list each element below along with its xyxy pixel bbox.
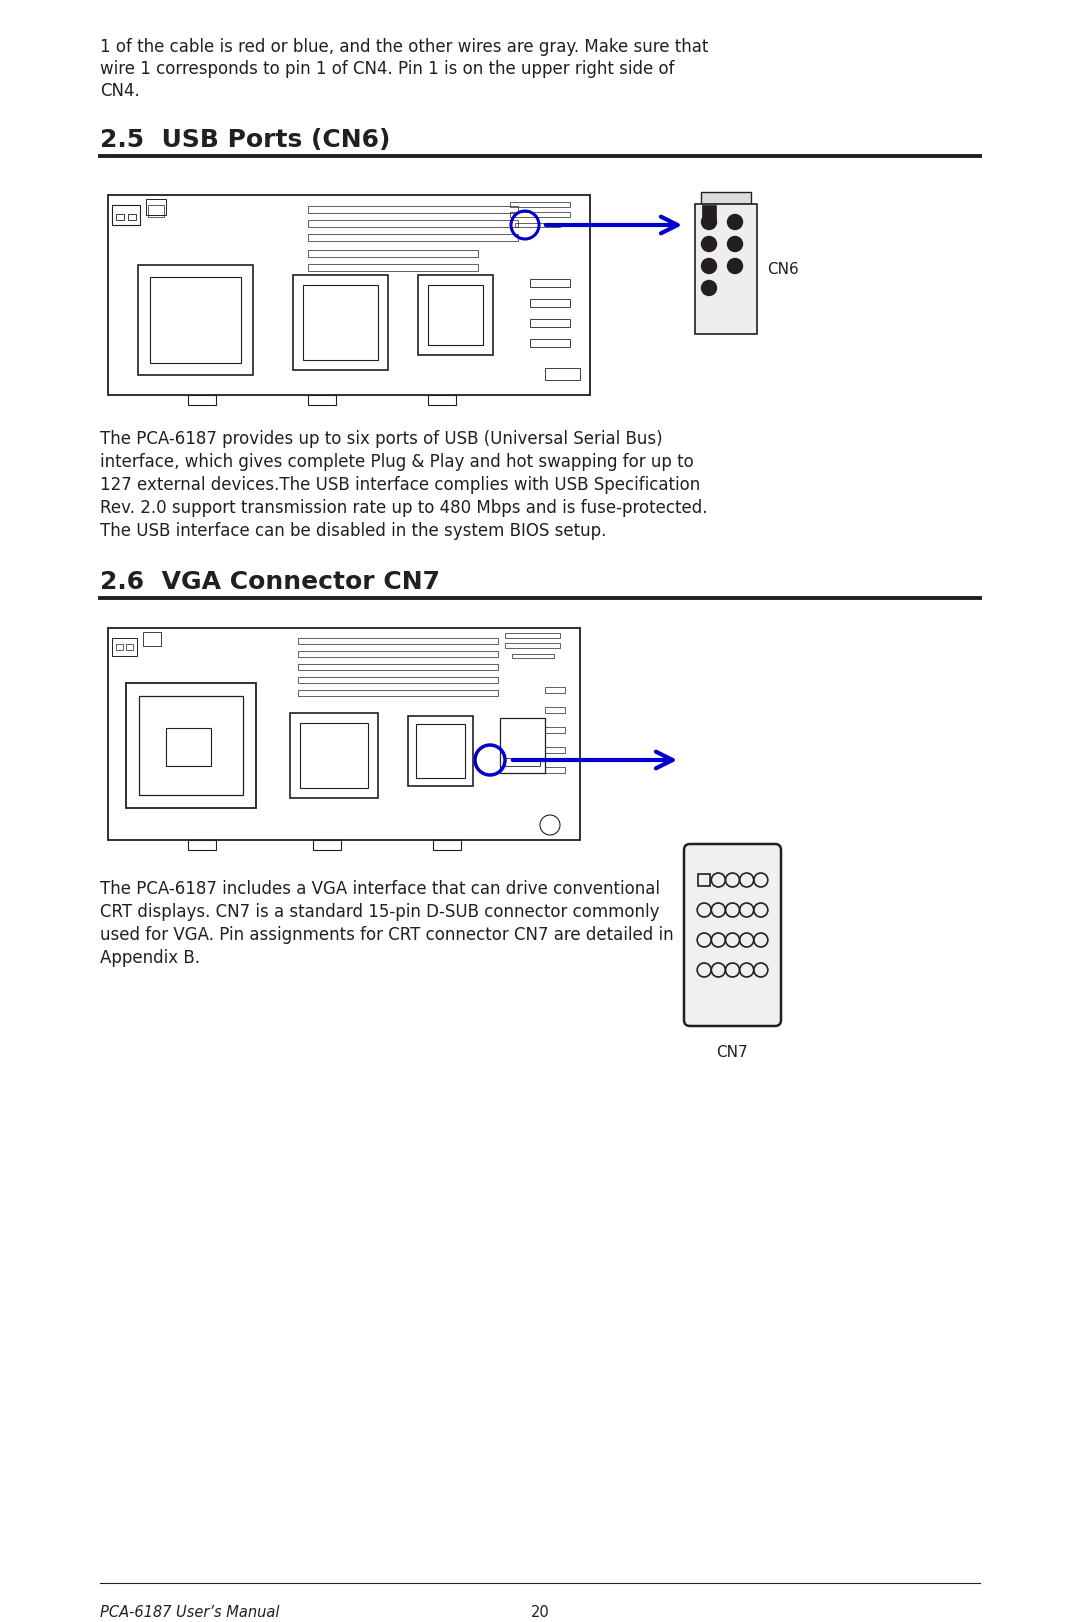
Text: 2.5  USB Ports (CN6): 2.5 USB Ports (CN6) (100, 128, 390, 152)
Bar (418, 276, 492, 355)
Text: Rev. 2.0 support transmission rate up to 480 Mbps and is fuse-protected.: Rev. 2.0 support transmission rate up to… (100, 500, 707, 517)
Text: wire 1 corresponds to pin 1 of CN4. Pin 1 is on the upper right side of: wire 1 corresponds to pin 1 of CN4. Pin … (100, 60, 675, 78)
Bar (308, 250, 478, 256)
Bar (116, 644, 123, 650)
Bar (545, 727, 565, 733)
Circle shape (728, 214, 743, 229)
Text: used for VGA. Pin assignments for CRT connector CN7 are detailed in: used for VGA. Pin assignments for CRT co… (100, 926, 674, 944)
Bar (545, 707, 565, 714)
Bar (108, 195, 590, 396)
Text: CRT displays. CN7 is a standard 15-pin D-SUB connector commonly: CRT displays. CN7 is a standard 15-pin D… (100, 903, 660, 921)
Bar (298, 689, 498, 696)
Bar (530, 298, 570, 307)
Circle shape (728, 258, 743, 274)
Bar (408, 715, 473, 787)
Bar (108, 628, 580, 840)
Bar (303, 285, 378, 360)
Text: 1 of the cable is red or blue, and the other wires are gray. Make sure that: 1 of the cable is red or blue, and the o… (100, 37, 708, 57)
Bar (530, 279, 570, 287)
Circle shape (702, 281, 716, 295)
Bar (308, 221, 518, 227)
Bar (530, 339, 570, 347)
Bar (416, 723, 465, 779)
Bar (515, 222, 561, 227)
Bar (428, 396, 456, 406)
Bar (505, 642, 561, 649)
Bar (308, 234, 518, 242)
Bar (112, 204, 140, 225)
Text: The USB interface can be disabled in the system BIOS setup.: The USB interface can be disabled in the… (100, 522, 606, 540)
Circle shape (702, 258, 716, 274)
Bar (512, 654, 554, 659)
Circle shape (702, 214, 716, 229)
Bar (293, 276, 388, 370)
Text: interface, which gives complete Plug & Play and hot swapping for up to: interface, which gives complete Plug & P… (100, 453, 693, 470)
Bar (298, 676, 498, 683)
Bar (701, 191, 751, 204)
Text: CN4.: CN4. (100, 83, 139, 101)
Bar (112, 637, 137, 655)
Bar (545, 368, 580, 380)
Bar (126, 644, 133, 650)
Bar (308, 264, 478, 271)
Text: CN6: CN6 (767, 261, 799, 276)
Bar (433, 840, 461, 850)
Bar (428, 285, 483, 345)
Bar (166, 728, 211, 766)
Bar (545, 767, 565, 774)
Bar (291, 714, 378, 798)
Bar (696, 204, 757, 334)
Text: The PCA-6187 provides up to six ports of USB (Universal Serial Bus): The PCA-6187 provides up to six ports of… (100, 430, 663, 448)
Text: 20: 20 (530, 1606, 550, 1620)
Bar (139, 696, 243, 795)
Bar (313, 840, 341, 850)
Bar (150, 277, 241, 363)
Bar (505, 633, 561, 637)
FancyBboxPatch shape (684, 843, 781, 1027)
Bar (138, 264, 253, 375)
Bar (298, 650, 498, 657)
Bar (300, 723, 368, 788)
Bar (129, 214, 136, 221)
Bar (702, 204, 716, 219)
Bar (530, 320, 570, 328)
Text: PCA-6187 User’s Manual: PCA-6187 User’s Manual (100, 1606, 280, 1620)
Bar (148, 204, 164, 217)
Bar (126, 683, 256, 808)
Bar (698, 874, 711, 886)
Text: Appendix B.: Appendix B. (100, 949, 200, 967)
Bar (298, 637, 498, 644)
Bar (188, 396, 216, 406)
Text: The PCA-6187 includes a VGA interface that can drive conventional: The PCA-6187 includes a VGA interface th… (100, 881, 660, 899)
Bar (545, 748, 565, 753)
Bar (510, 212, 570, 217)
Bar (545, 688, 565, 693)
Bar (143, 633, 161, 646)
Bar (500, 719, 545, 774)
Bar (308, 206, 518, 212)
Bar (116, 214, 124, 221)
Bar (188, 840, 216, 850)
Bar (308, 396, 336, 406)
Text: 127 external devices.The USB interface complies with USB Specification: 127 external devices.The USB interface c… (100, 475, 700, 495)
Bar (510, 203, 570, 208)
Bar (298, 663, 498, 670)
Text: 2.6  VGA Connector CN7: 2.6 VGA Connector CN7 (100, 569, 440, 594)
Circle shape (702, 237, 716, 251)
Text: CN7: CN7 (716, 1045, 747, 1061)
Bar (146, 200, 166, 216)
Circle shape (728, 237, 743, 251)
Bar (505, 757, 540, 766)
